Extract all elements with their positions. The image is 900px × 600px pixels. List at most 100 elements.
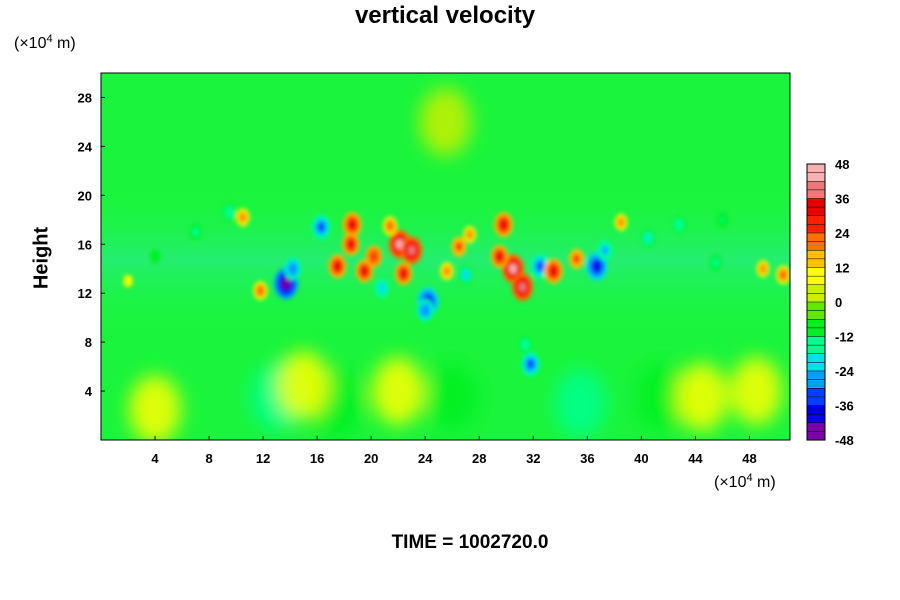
colorbar-cell-22	[806, 353, 826, 363]
x-tick-label-10: 44	[688, 451, 703, 466]
y-axis-unit: (×104 m)	[14, 33, 76, 53]
background-patch-8	[676, 363, 729, 432]
colorbar-cell-4	[806, 198, 826, 208]
velocity-cell-39	[776, 265, 790, 285]
velocity-cell-38	[756, 260, 770, 278]
y-tick-label-5: 24	[78, 139, 93, 154]
colorbar-tick-label-6: -24	[835, 364, 855, 379]
velocity-cell-15	[440, 262, 454, 281]
background-patch-6	[277, 350, 330, 419]
background-patch-7	[372, 357, 425, 426]
y-tick-label-6: 28	[78, 90, 92, 105]
x-tick-label-6: 28	[472, 451, 486, 466]
velocity-cell-16	[494, 212, 513, 238]
colorbar-cell-15	[806, 293, 826, 303]
velocity-cell-25	[463, 225, 477, 243]
colorbar-cell-24	[806, 370, 826, 381]
colorbar-tick-label-1: 36	[835, 192, 849, 207]
x-tick-label-8: 36	[580, 451, 594, 466]
colorbar-frame	[806, 163, 826, 441]
velocity-cell-27	[518, 336, 532, 354]
velocity-cell-11	[365, 245, 383, 268]
y-tick-label-0: 4	[85, 384, 93, 399]
plot-frame	[100, 72, 791, 441]
colorbar-cell-30	[806, 422, 826, 432]
y-unit-suffix: m)	[52, 35, 76, 52]
colorbar-cell-21	[806, 344, 826, 355]
colorbar-tick-label-3: 12	[835, 261, 849, 276]
colorbar-tick-label-4: 0	[835, 295, 842, 310]
velocity-cell-31	[189, 224, 202, 241]
background-patch-4	[635, 363, 688, 432]
y-unit-exponent: 4	[46, 33, 53, 45]
colorbar-tick-label-2: 24	[835, 226, 850, 241]
colorbar-cell-10	[806, 250, 826, 260]
background-patch-5	[129, 375, 182, 440]
y-tick-label-2: 12	[78, 286, 92, 301]
y-tick-label-1: 8	[85, 335, 92, 350]
y-unit-prefix: (×10	[14, 35, 47, 52]
velocity-cell-18	[512, 273, 534, 302]
turbulent-band	[101, 185, 790, 335]
colorbar-cell-9	[806, 241, 826, 251]
x-tick-label-11: 48	[742, 451, 756, 466]
velocity-cell-14	[451, 236, 467, 257]
colorbar-cell-2	[806, 181, 826, 191]
colorbar-cell-26	[806, 388, 826, 398]
background-patch-9	[730, 357, 783, 426]
x-tick-label-1: 8	[205, 451, 212, 466]
colorbar-cell-28	[806, 405, 826, 415]
velocity-cell-33	[458, 265, 473, 285]
chart-title: vertical velocity	[354, 2, 536, 29]
velocity-cell-36	[672, 216, 686, 234]
y-tick-label-4: 20	[78, 188, 92, 203]
velocity-cell-30	[222, 203, 236, 221]
x-tick-label-7: 32	[526, 451, 540, 466]
x-unit-prefix: (×10	[714, 474, 747, 491]
colorbar-cell-29	[806, 413, 826, 424]
colorbar-cell-19	[806, 327, 826, 338]
colorbar-cell-12	[806, 267, 826, 277]
x-tick-label-5: 24	[418, 451, 433, 466]
x-tick-label-2: 12	[256, 451, 270, 466]
y-tick-label-3: 16	[78, 237, 92, 252]
velocity-cell-6	[416, 298, 434, 322]
velocity-cell-42	[123, 274, 133, 288]
x-axis-unit: (×104 m)	[714, 472, 776, 492]
colorbar-cell-7	[806, 224, 826, 234]
colorbar-cell-18	[806, 319, 826, 329]
colorbar-cell-11	[806, 258, 826, 269]
velocity-cell-29	[236, 208, 250, 227]
x-tick-label-0: 4	[151, 451, 159, 466]
colorbar-cell-8	[806, 232, 826, 243]
colorbar-cell-27	[806, 396, 826, 407]
background-patch-10	[419, 87, 472, 156]
colorbar-cell-20	[806, 336, 826, 346]
x-tick-label-3: 16	[310, 451, 324, 466]
colorbar-cell-23	[806, 362, 826, 372]
colorbar-cell-1	[806, 172, 826, 182]
colorbar-tick-label-8: -48	[835, 433, 854, 448]
velocity-cell-9	[328, 254, 347, 279]
colorbar-cell-25	[806, 379, 826, 389]
colorbar-tick-label-0: 48	[835, 157, 849, 172]
velocity-cell-28	[253, 281, 268, 301]
velocity-cell-2	[311, 214, 331, 240]
velocity-cell-24	[569, 248, 585, 269]
x-tick-label-9: 40	[634, 451, 648, 466]
background-patch-3	[554, 369, 607, 438]
colorbar-cell-16	[806, 301, 826, 312]
x-tick-label-4: 20	[364, 451, 378, 466]
colorbar-tick-label-5: -12	[835, 330, 854, 345]
colorbar-tick-label-7: -36	[835, 399, 854, 414]
x-unit-exponent: 4	[746, 472, 753, 484]
time-label: TIME = 1002720.0	[391, 532, 549, 553]
velocity-cell-8	[342, 232, 360, 256]
x-unit-suffix: m)	[752, 474, 776, 491]
colorbar-cell-0	[806, 163, 826, 174]
colorbar-cell-3	[806, 189, 826, 200]
colorbar-cell-5	[806, 206, 826, 217]
colorbar-cell-31	[806, 431, 826, 441]
velocity-cell-37	[709, 254, 722, 271]
